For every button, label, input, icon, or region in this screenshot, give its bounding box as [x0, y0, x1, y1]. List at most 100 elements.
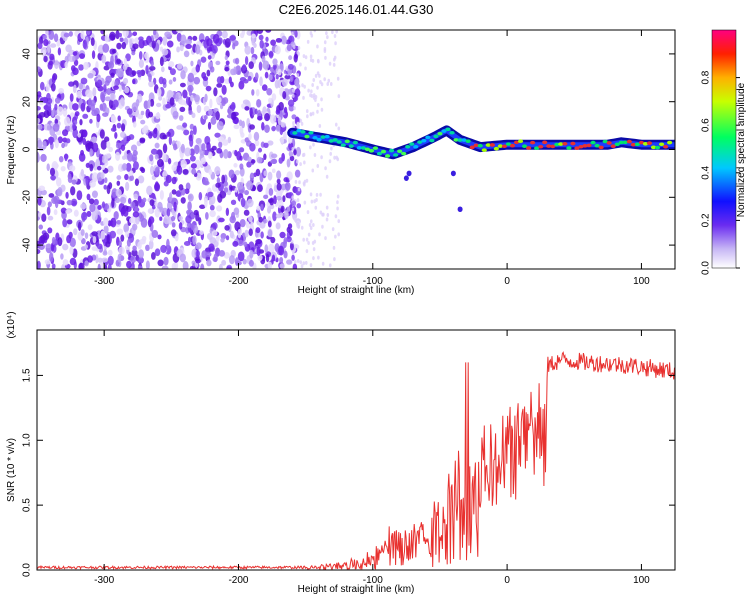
y-tick-label: 1.5	[22, 368, 33, 382]
heatmap-cell	[289, 75, 294, 82]
heatmap-cell	[72, 103, 79, 111]
heatmap-cell	[384, 154, 391, 158]
heatmap-cell	[319, 192, 322, 197]
heatmap-cell	[110, 72, 115, 78]
heatmap-cell	[406, 170, 412, 177]
heatmap-cell	[120, 208, 126, 215]
heatmap-cell	[570, 141, 576, 146]
heatmap-cell	[50, 175, 56, 181]
heatmap-cell	[331, 30, 334, 35]
heatmap-cell	[650, 145, 657, 150]
heatmap-cell	[258, 34, 264, 41]
heatmap-cell	[215, 60, 221, 66]
heatmap-cell	[566, 146, 572, 150]
heatmap-cell	[72, 122, 76, 131]
heatmap-cell	[282, 91, 287, 100]
heatmap-cell	[270, 236, 276, 244]
heatmap-cell	[291, 147, 295, 152]
heatmap-cell	[336, 157, 340, 162]
heatmap-cell	[481, 148, 487, 152]
heatmap-cell	[257, 115, 263, 121]
heatmap-cell	[201, 143, 206, 152]
heatmap-cell	[316, 44, 319, 49]
heatmap-cell	[57, 47, 62, 56]
y-tick-label: 40	[22, 48, 33, 60]
heatmap-cell	[121, 41, 127, 50]
heatmap-cell	[38, 211, 42, 218]
heatmap-cell	[276, 170, 282, 180]
heatmap-cell	[256, 98, 262, 108]
heatmap-cell	[241, 30, 246, 36]
heatmap-cell	[309, 192, 313, 197]
heatmap-cell	[154, 142, 160, 149]
heatmap-cell	[203, 105, 210, 113]
heatmap-cell	[205, 85, 212, 92]
heatmap-cell	[82, 129, 87, 138]
heatmap-cell	[55, 177, 62, 187]
heatmap-cell	[145, 260, 150, 269]
heatmap-cell	[56, 106, 64, 116]
heatmap-cell	[190, 223, 195, 231]
heatmap-cell	[187, 193, 194, 202]
heatmap-cell	[298, 180, 301, 185]
heatmap-cell	[102, 217, 109, 227]
heatmap-cell	[489, 143, 495, 147]
heatmap-cell	[154, 166, 160, 176]
heatmap-cell	[253, 131, 260, 141]
heatmap-cell	[108, 61, 115, 69]
heatmap-cell	[147, 208, 153, 214]
heatmap-cell	[127, 197, 132, 205]
heatmap-cell	[127, 152, 134, 162]
heatmap-cell	[185, 38, 193, 45]
heatmap-cell	[179, 82, 186, 88]
heatmap-cell	[277, 68, 282, 76]
heatmap-cell	[47, 227, 53, 234]
heatmap-cell	[103, 184, 107, 190]
heatmap-cell	[230, 211, 236, 221]
heatmap-cell	[37, 124, 43, 131]
heatmap-cell	[257, 184, 263, 193]
heatmap-cell	[291, 31, 294, 36]
heatmap-cell	[187, 72, 195, 83]
heatmap-cell	[376, 151, 383, 156]
heatmap-cell	[304, 55, 308, 60]
heatmap-cell	[70, 186, 76, 196]
heatmap-cell	[337, 126, 341, 131]
heatmap-cell	[184, 147, 192, 157]
heatmap-cell	[308, 223, 312, 228]
heatmap-cell	[293, 259, 297, 264]
heatmap-cell	[54, 103, 58, 111]
heatmap-cell	[43, 55, 48, 63]
heatmap-cell	[336, 200, 339, 205]
heatmap-cell	[90, 99, 96, 107]
heatmap-cell	[308, 130, 314, 135]
heatmap-cell	[221, 98, 226, 107]
heatmap-cell	[261, 84, 268, 91]
heatmap-cell	[307, 240, 310, 245]
heatmap-cell	[309, 112, 313, 117]
heatmap-cell	[324, 166, 327, 171]
heatmap-cell	[118, 32, 122, 38]
heatmap-cell	[134, 205, 139, 213]
heatmap-cell	[168, 90, 174, 97]
heatmap-cell	[189, 155, 196, 162]
heatmap-cell	[200, 263, 205, 269]
heatmap-cell	[269, 114, 277, 124]
heatmap-cell	[126, 238, 131, 247]
heatmap-cell	[275, 109, 281, 115]
heatmap-cell	[275, 73, 279, 80]
heatmap-cell	[118, 246, 125, 255]
heatmap-cell	[242, 99, 250, 105]
heatmap-cell	[139, 138, 146, 144]
heatmap-cell	[485, 143, 491, 147]
heatmap-cell	[296, 221, 300, 226]
heatmap-cell	[558, 142, 564, 146]
heatmap-cell	[194, 144, 200, 155]
heatmap-cell	[249, 249, 254, 259]
heatmap-cell	[293, 217, 297, 222]
heatmap-cell	[193, 209, 199, 216]
heatmap-cell	[166, 238, 170, 249]
heatmap-cell	[282, 195, 286, 203]
heatmap-cell	[189, 123, 195, 130]
heatmap-cell	[209, 98, 213, 109]
